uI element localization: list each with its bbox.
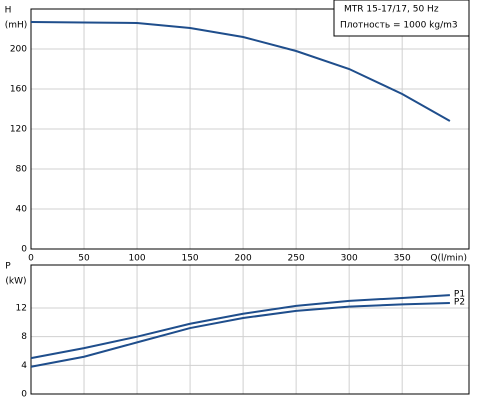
y-tick-label: 200 <box>10 45 27 55</box>
plot-frame <box>30 264 470 395</box>
x-axis-label: Q(l/min) <box>430 254 467 264</box>
x-tick-label: 300 <box>341 254 358 264</box>
series-label: P1 <box>454 290 465 300</box>
y-axis-unit: (kW) <box>5 277 26 287</box>
y-axis-unit: (mH) <box>5 21 28 31</box>
y-axis-label: H <box>5 6 12 16</box>
x-tick-label: 250 <box>288 254 305 264</box>
data-line <box>30 21 451 122</box>
chart-title: MTR 15-17/17, 50 Hz <box>344 5 439 15</box>
y-axis-label: P <box>5 262 11 272</box>
y-tick-label: 8 <box>21 332 27 342</box>
chart-subtitle: Плотность = 1000 kg/m3 <box>340 21 458 31</box>
plot-frame <box>30 8 470 250</box>
info-box <box>333 0 470 37</box>
y-tick-label: 40 <box>16 205 28 215</box>
x-tick-label: 350 <box>394 254 411 264</box>
y-tick-label: 12 <box>16 304 27 314</box>
y-tick-label: 0 <box>21 245 27 255</box>
x-tick-label: 0 <box>28 254 34 264</box>
y-tick-label: 80 <box>16 165 28 175</box>
x-tick-label: 100 <box>128 254 145 264</box>
data-line <box>30 301 450 368</box>
y-tick-label: 160 <box>10 85 27 95</box>
x-tick-label: 200 <box>235 254 252 264</box>
x-tick-label: 150 <box>181 254 198 264</box>
x-tick-label: 50 <box>78 254 90 264</box>
y-tick-label: 4 <box>21 361 27 371</box>
y-tick-label: 0 <box>21 390 27 400</box>
series-label: P2 <box>454 297 465 307</box>
data-line <box>30 294 450 360</box>
y-tick-label: 120 <box>10 125 27 135</box>
